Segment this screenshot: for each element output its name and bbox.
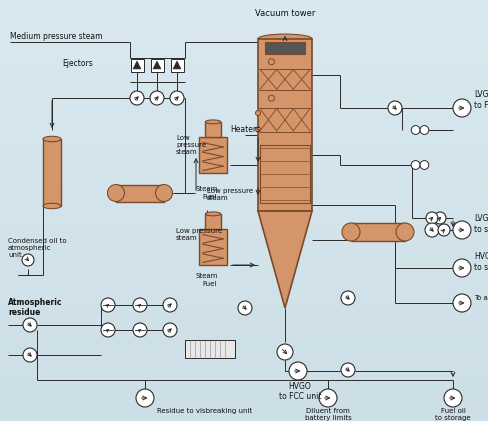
Bar: [198, 229, 227, 265]
Text: Low pressure
steam: Low pressure steam: [176, 229, 222, 242]
Circle shape: [276, 344, 292, 360]
Text: Fuel: Fuel: [202, 281, 216, 287]
Text: LVGO
to FCC unit: LVGO to FCC unit: [473, 90, 488, 110]
Circle shape: [387, 101, 401, 115]
Text: Fuel: Fuel: [202, 194, 216, 200]
Text: HVGO
to storage: HVGO to storage: [473, 252, 488, 272]
Text: Diluent from
battery limits: Diluent from battery limits: [304, 408, 351, 421]
Text: To asphalting unit: To asphalting unit: [473, 295, 488, 301]
Text: Medium pressure steam: Medium pressure steam: [10, 32, 102, 41]
Polygon shape: [258, 211, 311, 308]
Circle shape: [410, 125, 419, 134]
Bar: [350, 223, 404, 241]
Text: Steam: Steam: [196, 273, 218, 279]
Circle shape: [452, 99, 470, 117]
Bar: [184, 340, 235, 358]
Text: LVGO
to storage: LVGO to storage: [473, 214, 488, 234]
Bar: [150, 59, 163, 72]
Circle shape: [288, 362, 306, 380]
Circle shape: [318, 389, 336, 407]
Circle shape: [452, 294, 470, 312]
Circle shape: [133, 298, 147, 312]
Circle shape: [452, 221, 470, 239]
Circle shape: [101, 298, 115, 312]
Text: Condensed oil to
atmospheric
unit: Condensed oil to atmospheric unit: [8, 238, 66, 258]
Circle shape: [419, 125, 428, 134]
Circle shape: [23, 318, 37, 332]
Circle shape: [238, 301, 251, 315]
Circle shape: [101, 323, 115, 337]
Bar: [205, 214, 220, 229]
Circle shape: [410, 160, 419, 169]
Ellipse shape: [43, 136, 61, 142]
Text: Heaters: Heaters: [229, 125, 260, 134]
Text: Vacuum tower: Vacuum tower: [254, 9, 315, 18]
Circle shape: [23, 348, 37, 362]
Circle shape: [340, 291, 354, 305]
Ellipse shape: [43, 203, 61, 209]
Circle shape: [340, 363, 354, 377]
Polygon shape: [173, 61, 181, 69]
Polygon shape: [153, 61, 161, 69]
Bar: [43, 139, 61, 206]
Text: Fuel oil
to storage: Fuel oil to storage: [434, 408, 470, 421]
Bar: [260, 145, 309, 203]
Circle shape: [150, 91, 163, 105]
Circle shape: [133, 323, 147, 337]
Bar: [130, 59, 143, 72]
Circle shape: [255, 111, 260, 115]
Text: Low pressure
steam: Low pressure steam: [206, 189, 253, 202]
Polygon shape: [133, 61, 141, 69]
Circle shape: [437, 224, 449, 236]
Ellipse shape: [341, 223, 359, 241]
Circle shape: [452, 259, 470, 277]
Bar: [198, 137, 227, 173]
Circle shape: [424, 223, 438, 237]
Bar: [170, 59, 183, 72]
Text: Steam: Steam: [196, 186, 218, 192]
Circle shape: [130, 91, 143, 105]
Ellipse shape: [205, 212, 220, 216]
Text: Atmospheric
residue: Atmospheric residue: [8, 298, 62, 317]
Circle shape: [268, 95, 274, 101]
Ellipse shape: [258, 34, 311, 43]
Ellipse shape: [107, 184, 124, 202]
Circle shape: [136, 389, 154, 407]
Bar: [116, 184, 163, 202]
Circle shape: [163, 323, 177, 337]
Text: Residue to visbreaking unit: Residue to visbreaking unit: [157, 408, 252, 414]
Circle shape: [443, 389, 461, 407]
Text: Low
pressure
steam: Low pressure steam: [176, 135, 206, 155]
Ellipse shape: [155, 184, 172, 202]
Circle shape: [170, 91, 183, 105]
Text: HVGO
to FCC unit: HVGO to FCC unit: [278, 382, 321, 401]
Ellipse shape: [205, 120, 220, 124]
Circle shape: [419, 160, 428, 169]
Bar: [264, 42, 305, 53]
Text: Ejectors: Ejectors: [62, 59, 93, 67]
Circle shape: [255, 127, 260, 132]
Circle shape: [433, 212, 445, 224]
Circle shape: [163, 298, 177, 312]
Circle shape: [425, 212, 437, 224]
Ellipse shape: [395, 223, 413, 241]
Circle shape: [22, 254, 34, 266]
Circle shape: [268, 59, 274, 65]
Bar: [205, 122, 220, 137]
Bar: [258, 39, 311, 211]
